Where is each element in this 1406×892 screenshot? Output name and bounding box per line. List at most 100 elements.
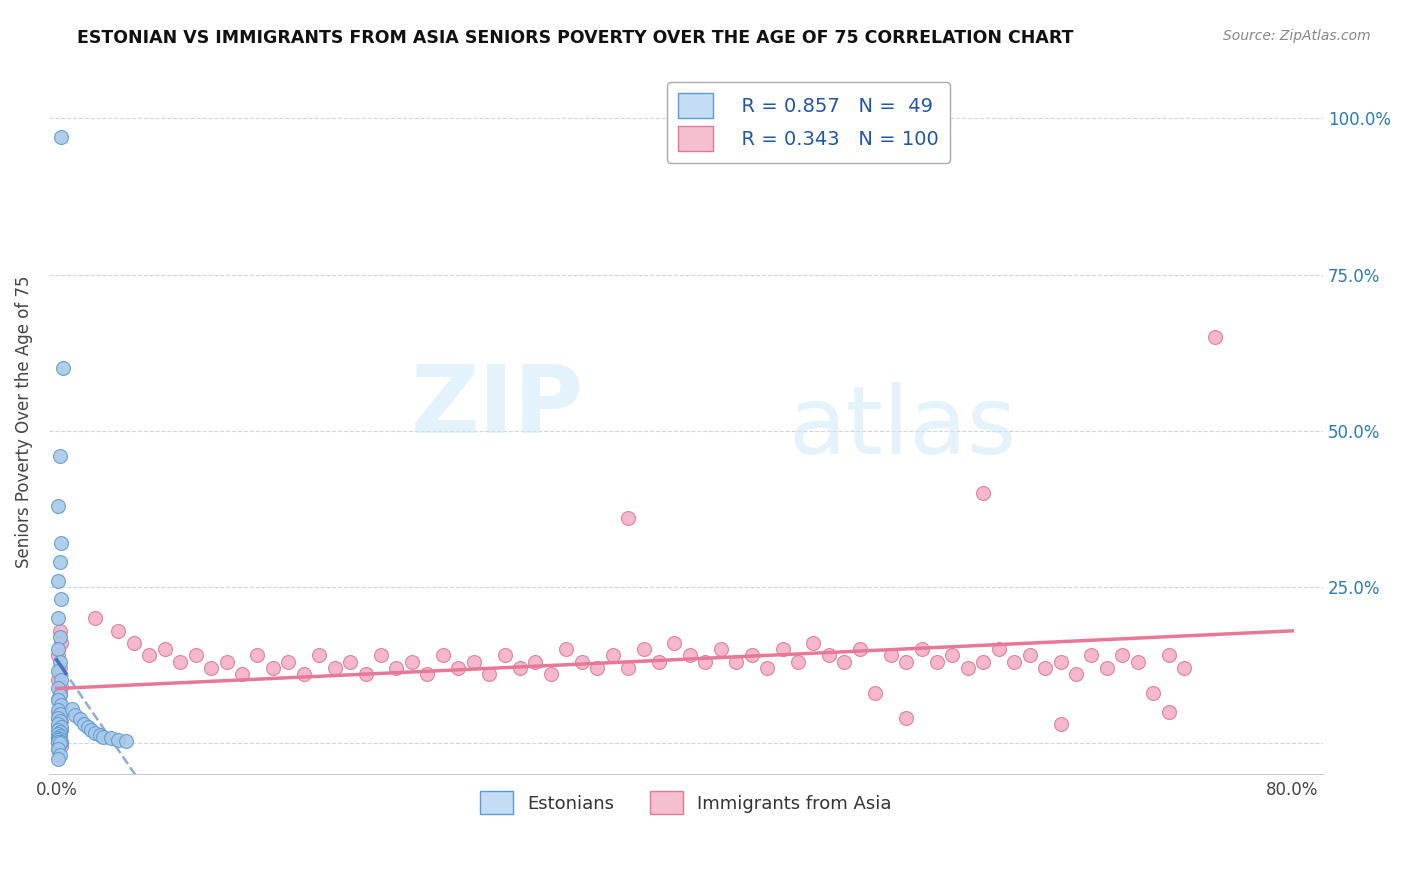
Point xyxy=(215,655,238,669)
Point xyxy=(555,642,578,657)
Point xyxy=(664,636,686,650)
Point xyxy=(49,732,72,747)
Point xyxy=(69,712,91,726)
Point xyxy=(956,661,979,675)
Point xyxy=(46,731,69,745)
Text: Source: ZipAtlas.com: Source: ZipAtlas.com xyxy=(1223,29,1371,43)
Point xyxy=(51,701,73,715)
Point xyxy=(277,655,299,669)
Point xyxy=(1157,705,1180,719)
Point xyxy=(100,731,122,745)
Point xyxy=(894,711,917,725)
Point xyxy=(49,688,72,702)
Point xyxy=(51,720,73,734)
Point xyxy=(51,673,73,688)
Point xyxy=(49,555,72,569)
Point xyxy=(65,707,87,722)
Point xyxy=(46,642,69,657)
Point xyxy=(49,714,72,728)
Point xyxy=(46,693,69,707)
Point xyxy=(49,748,72,763)
Legend: Estonians, Immigrants from Asia: Estonians, Immigrants from Asia xyxy=(470,780,903,825)
Point xyxy=(834,655,856,669)
Point xyxy=(76,720,98,734)
Point xyxy=(49,655,72,669)
Point xyxy=(710,642,733,657)
Point xyxy=(49,729,72,743)
Point xyxy=(122,636,145,650)
Point xyxy=(803,636,825,650)
Point xyxy=(1002,655,1025,669)
Point xyxy=(91,730,114,744)
Point xyxy=(115,734,138,748)
Point xyxy=(51,130,73,145)
Point xyxy=(509,661,531,675)
Point xyxy=(84,611,107,625)
Point xyxy=(46,723,69,737)
Point xyxy=(60,701,83,715)
Point xyxy=(292,667,315,681)
Point xyxy=(695,655,717,669)
Point xyxy=(46,499,69,513)
Point xyxy=(1204,330,1226,344)
Point xyxy=(46,705,69,719)
Point xyxy=(772,642,794,657)
Point xyxy=(46,742,69,756)
Point xyxy=(49,449,72,463)
Point xyxy=(51,739,73,753)
Point xyxy=(925,655,948,669)
Point xyxy=(46,574,69,588)
Point xyxy=(46,711,69,725)
Point xyxy=(571,655,593,669)
Point xyxy=(308,648,330,663)
Point xyxy=(633,642,655,657)
Point xyxy=(910,642,932,657)
Point xyxy=(879,648,901,663)
Point xyxy=(849,642,872,657)
Point xyxy=(46,611,69,625)
Point xyxy=(540,667,562,681)
Point xyxy=(1095,661,1118,675)
Point xyxy=(1049,655,1071,669)
Point xyxy=(463,655,485,669)
Point xyxy=(972,486,994,500)
Point xyxy=(370,648,392,663)
Point xyxy=(46,736,69,750)
Point xyxy=(107,624,129,638)
Point xyxy=(1033,661,1056,675)
Point xyxy=(46,681,69,695)
Point xyxy=(354,667,377,681)
Point xyxy=(1157,648,1180,663)
Point xyxy=(1173,661,1195,675)
Point xyxy=(51,714,73,728)
Point xyxy=(865,686,887,700)
Point xyxy=(1064,667,1087,681)
Point xyxy=(524,655,547,669)
Point xyxy=(51,536,73,550)
Point xyxy=(478,667,501,681)
Point xyxy=(401,655,423,669)
Text: ZIP: ZIP xyxy=(411,361,583,453)
Point xyxy=(51,680,73,694)
Point xyxy=(46,717,69,731)
Point xyxy=(323,661,346,675)
Point xyxy=(46,673,69,688)
Point xyxy=(941,648,963,663)
Point xyxy=(49,736,72,750)
Y-axis label: Seniors Poverty Over the Age of 75: Seniors Poverty Over the Age of 75 xyxy=(15,275,32,567)
Point xyxy=(231,667,253,681)
Point xyxy=(46,727,69,741)
Point xyxy=(49,707,72,722)
Point xyxy=(679,648,702,663)
Point xyxy=(262,661,284,675)
Point xyxy=(46,751,69,765)
Point xyxy=(1142,686,1164,700)
Point xyxy=(84,726,107,740)
Point xyxy=(184,648,207,663)
Point xyxy=(52,361,75,376)
Point xyxy=(494,648,516,663)
Point xyxy=(46,733,69,747)
Point xyxy=(1080,648,1102,663)
Point xyxy=(49,630,72,644)
Point xyxy=(987,642,1010,657)
